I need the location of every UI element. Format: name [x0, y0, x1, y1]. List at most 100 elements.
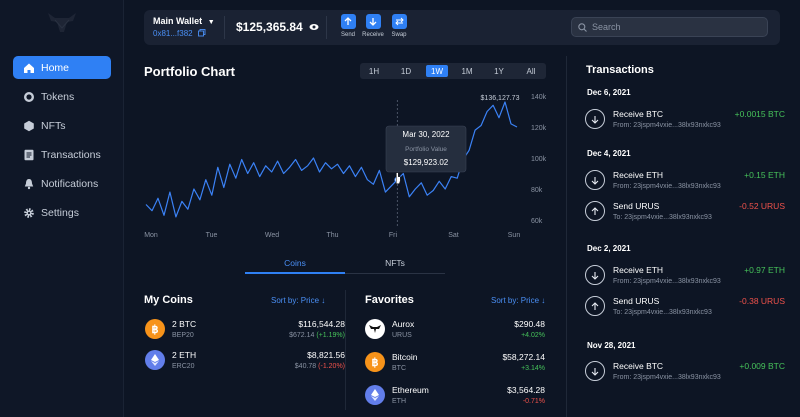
favorites-sort[interactable]: Sort by: Price ↓	[491, 296, 545, 305]
sidebar-item-label: Tokens	[41, 90, 75, 103]
transaction-row[interactable]: Receive ETH From: 23jspm4vxie...38lx93nxk…	[585, 264, 785, 290]
coin-change: (+1.19%)	[316, 332, 345, 339]
favorite-ticker: ETH	[392, 398, 406, 405]
sidebar-item-tokens[interactable]: Tokens	[13, 85, 111, 108]
sidebar-item-settings[interactable]: Settings	[13, 201, 111, 224]
arrow-down-icon	[585, 109, 605, 129]
transaction-type: Receive ETH	[613, 265, 664, 275]
asset-tabs: Coins NFTs	[245, 252, 445, 276]
wallet-balance: $125,365.84	[236, 20, 319, 34]
send-label: Send	[340, 32, 355, 38]
favorite-name: Aurox	[392, 319, 415, 329]
transaction-row[interactable]: Send URUS To: 23jspm4vxie...38lx93nxkc93 -…	[585, 200, 785, 226]
portfolio-line-chart[interactable]: 140k 120k 100k 80k 60k Mon Tue Wed Thu Fri Sat Sun $…	[144, 88, 554, 243]
coin-price-change: $40.78 (-1.20%)	[295, 363, 345, 370]
transaction-row[interactable]: Receive BTC From: 23jspm4vxie...38lx93nxk…	[585, 108, 785, 134]
ethereum-icon	[145, 350, 165, 370]
tooltip-date: Mar 30, 2022	[402, 130, 450, 139]
favorite-row[interactable]: ฿ Bitcoin BTC $58,272.14 +3.14%	[365, 350, 545, 378]
tab-nfts[interactable]: NFTs	[385, 258, 405, 268]
wallet-address[interactable]: 0x81...f382	[153, 29, 206, 38]
sort-label: Sort by: Price	[271, 296, 320, 305]
range-1w[interactable]: 1W	[426, 65, 448, 77]
bell-icon	[24, 178, 34, 189]
bull-logo-icon	[48, 13, 76, 32]
peak-value-label: $136,127.73	[481, 95, 520, 102]
sidebar-item-label: Home	[41, 61, 70, 74]
transaction-row[interactable]: Receive ETH From: 23jspm4vxie...38lx93nxk…	[585, 169, 785, 195]
receive-button[interactable]: Receive	[360, 14, 386, 38]
home-icon	[24, 63, 34, 73]
x-tick-label: Fri	[389, 232, 398, 239]
send-button[interactable]: Send	[335, 14, 361, 38]
favorite-value: $58,272.14	[502, 352, 545, 362]
favorite-ticker: URUS	[392, 332, 412, 339]
coin-price-change: $672.14 (+1.19%)	[289, 332, 345, 339]
coin-value: $8,821.56	[307, 350, 345, 360]
sidebar-item-label: NFTs	[41, 119, 66, 132]
sidebar-item-label: Notifications	[41, 177, 99, 190]
sidebar-item-nfts[interactable]: NFTs	[13, 114, 111, 137]
transaction-amount: -0.52 URUS	[739, 201, 785, 211]
receipt-icon	[24, 149, 34, 160]
range-1h[interactable]: 1H	[368, 66, 380, 76]
wallet-selector[interactable]: Main Wallet ▼	[153, 16, 215, 26]
my-coins-sort[interactable]: Sort by: Price ↓	[271, 296, 325, 305]
coin-price: $672.14	[289, 332, 315, 339]
transaction-date: Dec 4, 2021	[587, 149, 631, 158]
swap-button[interactable]: Swap	[386, 14, 412, 38]
arrow-up-icon	[585, 201, 605, 221]
swap-label: Swap	[391, 32, 407, 38]
arrow-up-icon	[340, 14, 356, 29]
coin-name: 2 ETH	[172, 350, 197, 360]
arrow-up-icon	[585, 296, 605, 316]
y-tick-label: 140k	[531, 94, 547, 101]
transaction-type: Send URUS	[613, 296, 660, 306]
x-tick-label: Sat	[448, 232, 459, 239]
coin-row[interactable]: 2 ETH ERC20 $8,821.56 $40.78 (-1.20%)	[145, 348, 345, 376]
coin-change: (-1.20%)	[318, 363, 345, 370]
tooltip-value: $129,923.02	[404, 158, 449, 167]
range-1y[interactable]: 1Y	[494, 66, 504, 76]
range-1m[interactable]: 1M	[461, 66, 473, 76]
transaction-date: Nov 28, 2021	[587, 341, 636, 350]
coin-price: $40.78	[294, 363, 317, 370]
balance-value: $125,365.84	[236, 20, 303, 34]
favorite-change: +4.02%	[521, 332, 545, 339]
coin-network: BEP20	[172, 332, 194, 339]
sidebar: Home Tokens NFTs Transactions Notifications S…	[0, 0, 124, 417]
my-coins-title: My Coins	[144, 294, 193, 306]
sort-label: Sort by: Price	[491, 296, 540, 305]
range-all[interactable]: All	[526, 66, 536, 76]
x-tick-label: Sun	[508, 232, 521, 239]
copy-icon[interactable]	[197, 29, 206, 37]
wallet-name: Main Wallet	[153, 16, 203, 26]
tab-coins[interactable]: Coins	[284, 258, 306, 268]
transaction-address: From: 23jspm4vxie...38lx93nxkc93	[613, 122, 721, 129]
range-1d[interactable]: 1D	[400, 66, 412, 76]
search-input[interactable]	[592, 22, 752, 32]
y-tick-label: 100k	[531, 156, 547, 163]
favorite-name: Bitcoin	[392, 352, 418, 362]
favorite-row[interactable]: Aurox URUS $290.48 +4.02%	[365, 317, 545, 345]
sidebar-item-label: Transactions	[41, 148, 101, 161]
coin-network: ERC20	[172, 363, 195, 370]
search-box[interactable]	[571, 17, 768, 37]
transaction-row[interactable]: Send URUS To: 23jspm4vxie...38lx93nxkc93 -…	[585, 295, 785, 321]
transaction-row[interactable]: Receive BTC From: 23jspm4vxie...38lx93nxk…	[585, 360, 785, 386]
portfolio-chart-title: Portfolio Chart	[144, 64, 235, 79]
eye-icon[interactable]	[309, 23, 319, 31]
favorite-change: +3.14%	[521, 365, 545, 372]
y-tick-label: 60k	[531, 218, 543, 225]
sidebar-item-notifications[interactable]: Notifications	[13, 172, 111, 195]
arrow-down-icon: ↓	[319, 296, 326, 305]
swap-icon	[391, 14, 407, 29]
transaction-address: From: 23jspm4vxie...38lx93nxkc93	[613, 183, 721, 190]
coin-icon	[24, 91, 34, 102]
transaction-date: Dec 2, 2021	[587, 244, 631, 253]
coin-row[interactable]: ฿ 2 BTC BEP20 $116,544.28 $672.14 (+1.19%)	[145, 317, 345, 345]
favorite-row[interactable]: Ethereum ETH $3,564.28 -0.71%	[365, 383, 545, 411]
sidebar-item-home[interactable]: Home	[13, 56, 111, 79]
sidebar-item-transactions[interactable]: Transactions	[13, 143, 111, 166]
transaction-address: To: 23jspm4vxie...38lx93nxkc93	[613, 214, 712, 221]
